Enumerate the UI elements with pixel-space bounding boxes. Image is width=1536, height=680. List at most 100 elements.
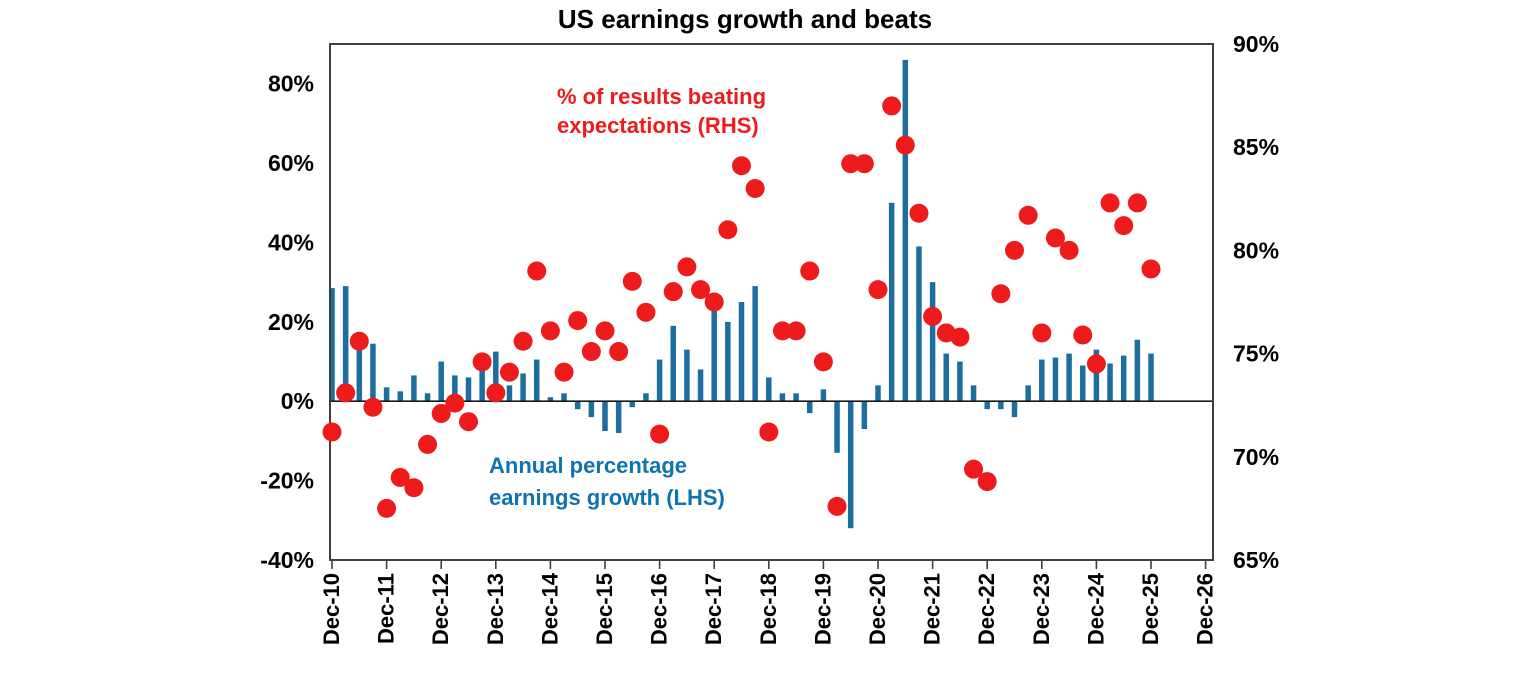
growth-bar	[397, 391, 403, 402]
growth-bar	[820, 389, 827, 402]
x-axis-label: Dec-15	[592, 573, 617, 645]
beat-dot	[868, 280, 888, 300]
growth-bar	[342, 286, 349, 402]
beat-dot	[964, 459, 984, 479]
growth-bar	[875, 385, 881, 402]
beat-dot	[431, 403, 451, 423]
growth-bar	[766, 377, 772, 402]
growth-bar	[452, 375, 458, 402]
x-axis-label: Dec-10	[319, 573, 344, 645]
beat-dot	[459, 412, 478, 432]
beat-dot	[1073, 325, 1093, 345]
beat-dot	[581, 342, 601, 362]
growth-bar	[888, 202, 895, 402]
growth-bar	[711, 305, 717, 402]
beat-dot	[1059, 240, 1079, 260]
beat-dot	[991, 284, 1011, 304]
beat-dot	[636, 302, 656, 322]
x-axis-label: Dec-26	[1193, 573, 1218, 645]
growth-bar	[752, 286, 758, 402]
y-axis-left-label: 20%	[268, 309, 314, 335]
legend-rhs-line2: expectations (RHS)	[557, 113, 759, 138]
beat-dot	[568, 311, 588, 331]
y-axis-right-label: 75%	[1233, 341, 1279, 367]
growth-bar	[807, 401, 813, 414]
beat-dot	[1018, 205, 1038, 225]
x-axis-label: Dec-13	[483, 573, 508, 645]
beat-dot	[1045, 228, 1065, 248]
growth-bar	[970, 385, 977, 402]
growth-bar	[697, 369, 704, 402]
beat-dot	[650, 424, 670, 444]
growth-bar	[383, 387, 390, 402]
beat-dot	[527, 261, 547, 281]
y-axis-left-label: 40%	[268, 229, 314, 255]
x-axis-label: Dec-12	[428, 573, 453, 645]
beat-dot	[745, 178, 765, 198]
growth-bar	[834, 401, 840, 453]
beat-dot	[677, 257, 697, 277]
x-axis-label: Dec-18	[756, 573, 781, 645]
growth-bar	[534, 359, 540, 402]
beat-dot	[759, 422, 779, 442]
growth-bar	[984, 401, 990, 410]
growth-bar	[602, 401, 608, 431]
legend-rhs: % of results beating expectations (RHS)	[557, 82, 766, 140]
beat-dot	[977, 472, 997, 492]
growth-bar	[670, 325, 676, 402]
beat-dot	[950, 327, 970, 347]
growth-bar	[861, 401, 868, 430]
growth-bar	[370, 343, 376, 402]
growth-bar	[438, 361, 444, 402]
beat-dot	[895, 135, 915, 155]
y-axis-left-label: 0%	[281, 388, 314, 414]
growth-bar	[684, 349, 690, 402]
x-axis-label: Dec-17	[701, 573, 726, 645]
growth-bar	[779, 393, 786, 402]
growth-bar	[520, 373, 526, 402]
y-axis-left-label: -40%	[260, 547, 314, 573]
beat-dot	[390, 467, 410, 487]
growth-bar	[329, 288, 335, 402]
beat-dot	[923, 306, 943, 326]
growth-bar	[943, 353, 949, 402]
legend-rhs-line1: % of results beating	[557, 84, 767, 109]
plot-frame	[329, 43, 1214, 561]
beat-dot	[554, 362, 574, 382]
growth-bar	[656, 359, 663, 402]
beat-dot	[882, 96, 902, 116]
beat-dot	[1114, 216, 1134, 236]
beat-dot	[349, 331, 369, 351]
x-axis-label: Dec-23	[1029, 573, 1054, 645]
beat-dot	[909, 203, 929, 223]
beat-dot	[322, 422, 342, 442]
beat-dot	[540, 321, 560, 341]
growth-bar	[1093, 349, 1100, 402]
x-axis-label: Dec-14	[537, 572, 562, 645]
y-axis-right-label: 65%	[1233, 547, 1279, 573]
beat-dot	[827, 496, 847, 516]
beat-dot	[622, 271, 642, 291]
beat-dot	[377, 498, 397, 518]
beat-dot	[691, 280, 711, 300]
growth-bar	[725, 321, 731, 402]
beat-dot	[704, 292, 724, 312]
x-axis-label: Dec-19	[810, 573, 835, 645]
growth-bar	[561, 393, 567, 402]
growth-bar	[1134, 339, 1141, 402]
growth-bar	[479, 369, 485, 402]
beat-dot	[772, 321, 792, 341]
beat-dot	[800, 261, 820, 281]
growth-bar	[1107, 363, 1113, 402]
y-axis-right-label: 70%	[1233, 444, 1279, 470]
growth-bar	[506, 385, 513, 402]
y-axis-left-label: 80%	[268, 71, 314, 97]
x-axis-label: Dec-21	[920, 573, 945, 645]
y-axis-left-label: 60%	[268, 150, 314, 176]
beat-dot	[363, 397, 383, 417]
growth-bar	[411, 375, 417, 402]
y-axis-left-label: -20%	[260, 468, 314, 494]
beat-dot	[663, 282, 683, 302]
legend-lhs: Annual percentage earnings growth (LHS)	[489, 450, 725, 514]
